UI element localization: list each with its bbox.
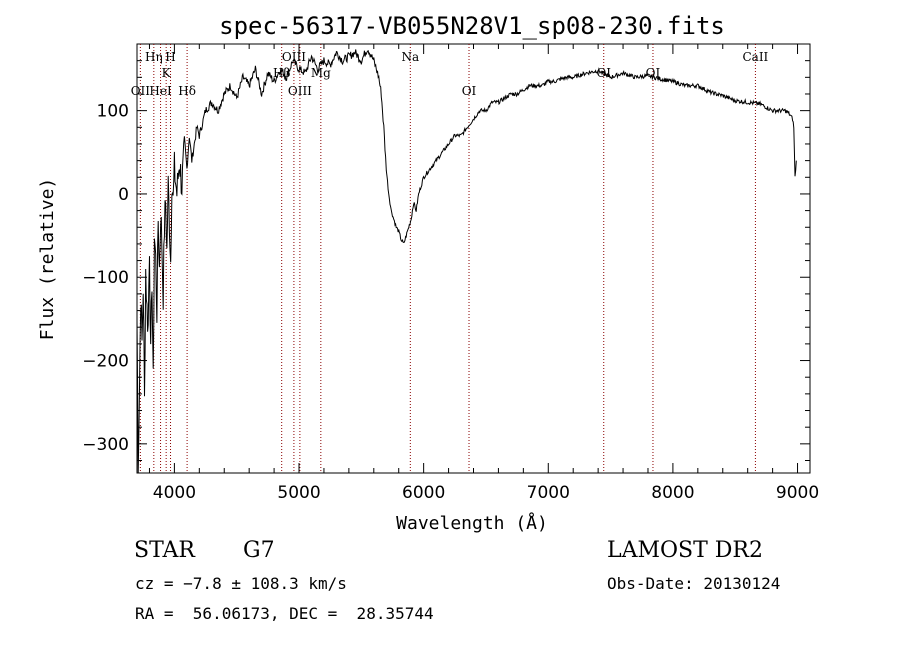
y-tick-label-1: −200: [82, 352, 129, 372]
x-tick-label-1: 5000: [277, 483, 320, 503]
survey-name: LAMOST DR2: [607, 538, 763, 563]
y-tick-label-2: −100: [82, 268, 129, 288]
x-axis-label: Wavelength (Å): [396, 512, 548, 534]
x-tick-label-4: 8000: [651, 483, 694, 503]
line-label-10: Na: [401, 50, 419, 64]
star-class: STAR: [134, 538, 195, 563]
y-tick-label-0: −300: [82, 435, 129, 455]
redshift-cz: cz = −7.8 ± 108.3 km/s: [135, 574, 347, 593]
flux-series-line: [136, 49, 797, 474]
ra-dec: RA = 56.06173, DEC = 28.35744: [135, 604, 434, 623]
line-label-3: K: [162, 66, 172, 80]
line-label-4: H: [165, 50, 175, 64]
y-tick-label-3: 0: [118, 185, 129, 205]
x-tick-label-2: 6000: [402, 483, 445, 503]
chart-title: spec-56317-VB055N28V1_sp08-230.fits: [219, 12, 725, 40]
obs-date: Obs-Date: 20130124: [607, 574, 781, 593]
x-tick-label-0: 4000: [153, 483, 196, 503]
y-axis-label: Flux (relative): [37, 178, 58, 341]
line-label-12: OI: [596, 66, 611, 80]
line-label-11: OI: [462, 84, 477, 98]
line-label-1: Hη: [145, 50, 163, 64]
line-label-9: Mg: [311, 66, 331, 80]
line-label-2: HeI: [149, 84, 172, 98]
star-subclass: G7: [243, 538, 275, 563]
plot-frame: [136, 43, 811, 474]
line-label-0: OII: [131, 84, 151, 98]
line-label-7: OIII: [282, 50, 306, 64]
y-tick-label-4: 100: [97, 102, 129, 122]
line-label-8: OIII: [288, 84, 312, 98]
line-label-5: Hδ: [178, 84, 196, 98]
x-tick-label-3: 7000: [527, 483, 570, 503]
spectral-line-markers: [139, 44, 756, 473]
axis-ticks: 4000 5000 6000 7000 8000 9000 −300 −200 −100 0 100: [82, 44, 819, 503]
line-label-14: CaII: [742, 50, 768, 64]
x-tick-label-5: 9000: [776, 483, 819, 503]
